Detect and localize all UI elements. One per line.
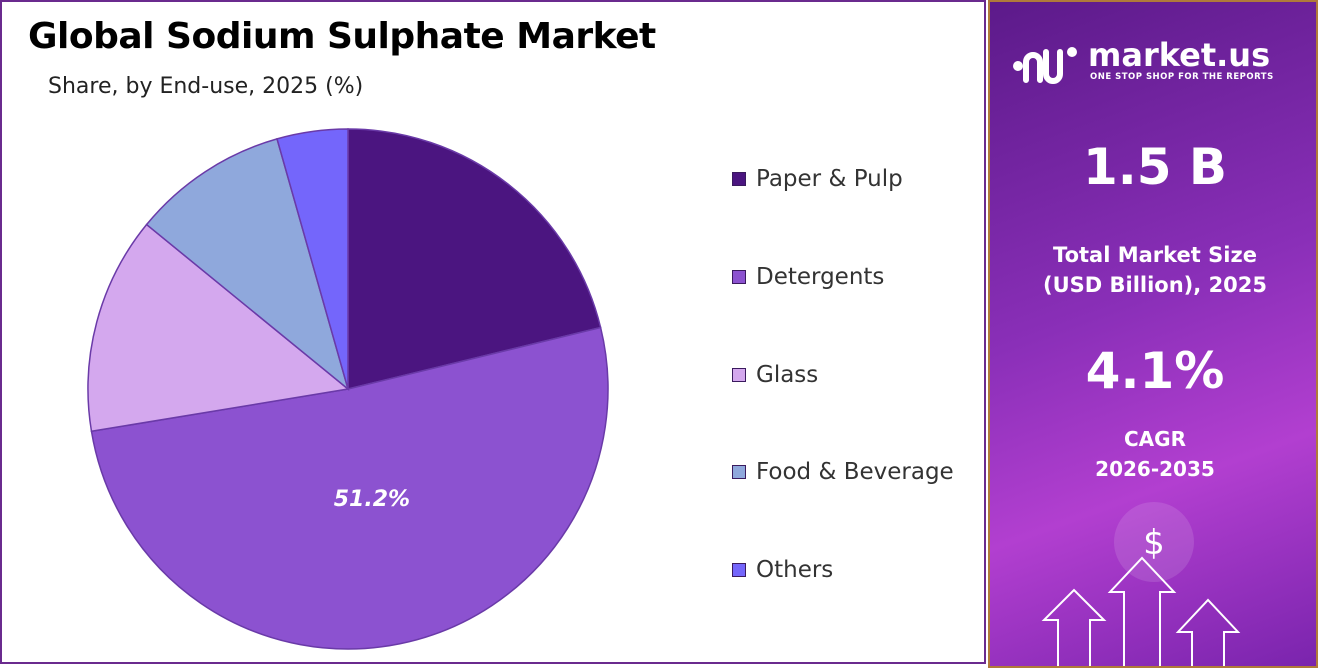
brand-name: market.us [1088, 36, 1271, 74]
summary-panel: market.us ONE STOP SHOP FOR THE REPORTS … [988, 0, 1318, 668]
brand-tagline: ONE STOP SHOP FOR THE REPORTS [1090, 72, 1274, 82]
pie-chart: 51.2% [87, 128, 609, 650]
arrow-up-icon [1175, 598, 1241, 666]
arrow-up-icon [1041, 588, 1107, 666]
pie-slice-detergents [90, 326, 609, 650]
pie-slice-food-beverage [145, 137, 350, 392]
cagr-caption-line1: CAGR [1124, 427, 1186, 451]
legend-label: Detergents [756, 264, 885, 290]
pie-slice-paper-pulp [347, 128, 602, 390]
market-us-logo-icon [1013, 47, 1077, 84]
data-label: 51.2% [334, 487, 410, 512]
legend-swatch [732, 563, 746, 577]
growth-arrows-graphic: $ [1041, 502, 1241, 666]
legend-label: Paper & Pulp [756, 166, 903, 192]
pie-slice-glass [87, 223, 350, 433]
legend-label: Glass [756, 362, 819, 388]
chart-title: Global Sodium Sulphate Market [28, 16, 656, 57]
cagr-value: 4.1% [1085, 342, 1225, 400]
legend-label: Food & Beverage [756, 459, 954, 485]
legend-label: Others [756, 557, 834, 583]
dollar-icon: $ [1143, 523, 1165, 563]
market-size-value: 1.5 B [1082, 138, 1228, 196]
arrow-up-icon [1107, 556, 1177, 666]
market-size-caption-line1: Total Market Size [1053, 243, 1257, 267]
legend-swatch [732, 368, 746, 382]
chart-panel: Global Sodium Sulphate Market Share, by … [0, 0, 986, 664]
market-size-caption-line2: (USD Billion), 2025 [1042, 273, 1268, 297]
legend-swatch [732, 172, 746, 186]
chart-subtitle: Share, by End-use, 2025 (%) [48, 74, 364, 99]
pie-slice-others [276, 128, 349, 390]
cagr-caption-line2: 2026-2035 [1095, 457, 1215, 481]
legend-swatch [732, 270, 746, 284]
brand: market.us ONE STOP SHOP FOR THE REPORTS [1010, 36, 1300, 90]
legend-swatch [732, 465, 746, 479]
